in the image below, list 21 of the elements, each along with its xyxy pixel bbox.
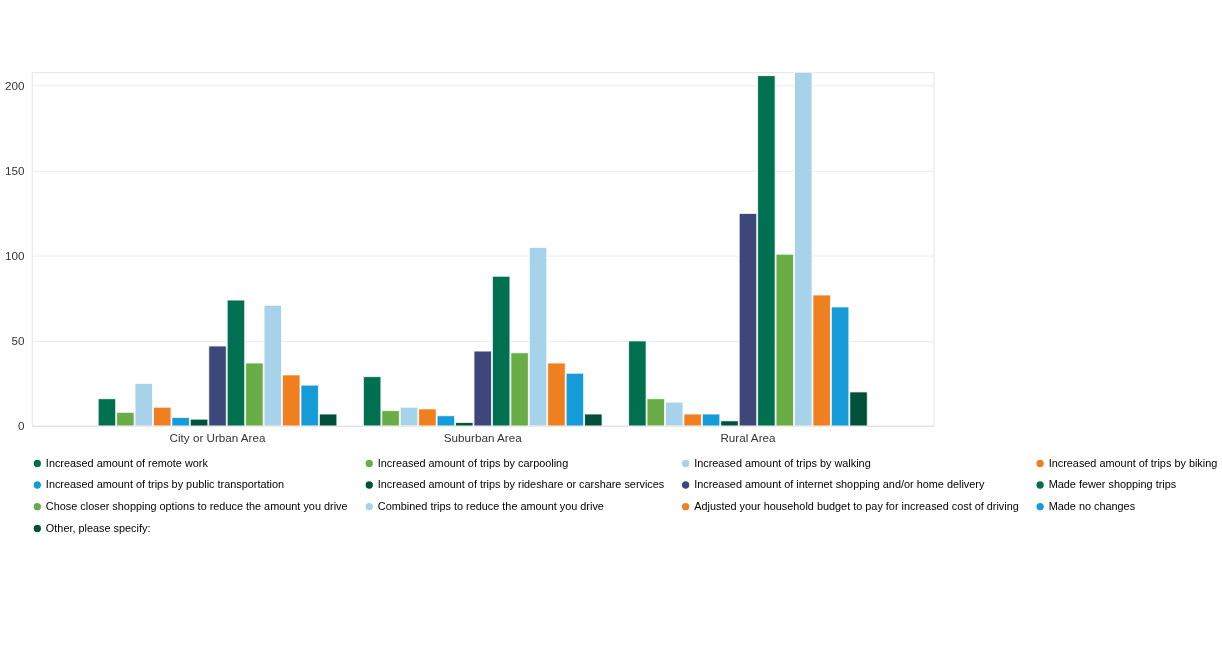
legend-label: Increased amount of trips by biking (1048, 456, 1218, 469)
y-tick-label: 150 (5, 164, 25, 178)
x-tick-label: Suburban Area (443, 430, 523, 444)
legend-label: Other, please specify: (45, 521, 151, 534)
legend-label: Increased amount of internet shopping and/or home delivery (694, 478, 985, 491)
legend-label: Increased amount of trips by walking (694, 456, 871, 469)
y-tick-label: 200 (5, 79, 25, 93)
legend-label: Increased amount of trips by rideshare or carshare services (377, 478, 665, 491)
y-tick-label: 0 (18, 419, 25, 433)
legend-label: Made no changes (1048, 499, 1136, 512)
legend-label: Adjusted your household budget to pay for increased cost of driving (694, 499, 1019, 512)
y-tick-label: 100 (5, 249, 25, 263)
legend-label: Increased amount of trips by public transportation (45, 478, 285, 491)
legend-label: Increased amount of trips by carpooling (377, 456, 569, 469)
y-tick-label: 50 (11, 334, 25, 348)
x-tick-label: Rural Area (720, 430, 776, 444)
legend-label: Made fewer shopping trips (1048, 478, 1177, 491)
legend-label: Chose closer shopping options to reduce the amount you drive (45, 499, 348, 512)
legend-label: Combined trips to reduce the amount you drive (377, 499, 604, 512)
legend-label: Increased amount of remote work (45, 456, 209, 469)
x-tick-label: City or Urban Area (169, 430, 266, 444)
